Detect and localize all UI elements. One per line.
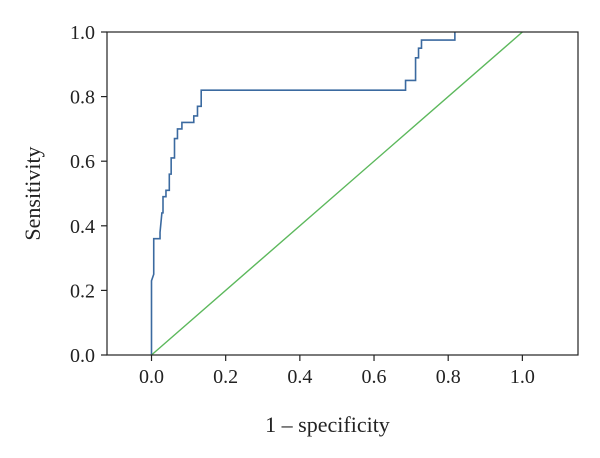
roc-curve-line (150, 32, 456, 355)
series-layer (150, 31, 523, 356)
y-tick-label: 0.6 (70, 151, 95, 173)
x-tick-label: 0.4 (287, 366, 312, 388)
y-tick-label: 1.0 (70, 22, 95, 44)
y-tick-label: 0.2 (70, 280, 95, 302)
y-tick-label: 0.0 (70, 345, 95, 367)
x-tick-label: 1.0 (510, 366, 535, 388)
x-axis-label: 1 – specificity (265, 412, 390, 437)
x-tick-label: 0.2 (213, 366, 238, 388)
ticks-layer: 0.0 0.2 0.4 0.6 0.8 1.0 0.0 0.2 0.4 0.6 0.8 1.0 (70, 22, 535, 388)
x-tick-label: 0.8 (436, 366, 461, 388)
y-axis-label: Sensitivity (20, 146, 45, 240)
x-tick-label: 0.0 (139, 366, 164, 388)
plot-frame (106, 31, 579, 356)
y-tick-label: 0.8 (70, 87, 95, 109)
reference-diagonal-line (151, 31, 523, 356)
y-tick-label: 0.4 (70, 216, 95, 238)
x-tick-label: 0.6 (362, 366, 387, 388)
